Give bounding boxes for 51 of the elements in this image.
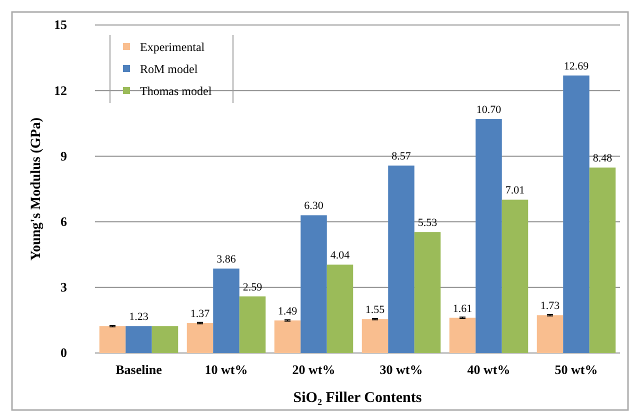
data-label: 1.55 — [365, 304, 386, 316]
data-label: 12.69 — [564, 60, 590, 73]
bar — [414, 232, 441, 353]
bar — [362, 319, 388, 353]
y-tick-label: 0 — [60, 345, 67, 360]
bar — [300, 215, 327, 353]
data-label: 1.37 — [190, 308, 210, 320]
x-tick-label: 50 wt% — [554, 362, 598, 378]
data-label: 2.59 — [242, 281, 263, 294]
legend-label: Experimental — [140, 40, 206, 54]
bar — [326, 264, 354, 353]
x-tick-label: Baseline — [116, 362, 162, 378]
data-label: 4.04 — [330, 250, 350, 262]
x-axis-title: SiO₂ Filler Contents — [293, 390, 422, 406]
bar — [388, 166, 414, 353]
bar — [536, 315, 564, 353]
x-tick-label: 10 wt% — [204, 362, 248, 378]
bar — [126, 326, 152, 353]
y-tick-label: 3 — [60, 280, 68, 295]
bar — [239, 296, 266, 353]
legend-label: Thomas model — [140, 84, 212, 98]
bar — [152, 326, 178, 353]
bar — [502, 200, 528, 353]
data-label: 6.30 — [304, 200, 324, 212]
data-label: 8.57 — [392, 150, 412, 163]
data-label: 1.49 — [278, 305, 298, 318]
data-label: 5.53 — [418, 217, 438, 230]
y-tick-label: 9 — [60, 148, 68, 164]
data-label: 10.70 — [476, 104, 502, 116]
bar — [563, 76, 590, 353]
bar — [186, 323, 214, 353]
y-tick-label: 6 — [60, 214, 68, 229]
x-tick-label: 20 wt% — [292, 362, 336, 378]
y-axis-title: Young's Modulus (GPa) — [29, 117, 44, 261]
data-label: 8.48 — [592, 152, 613, 165]
data-label: 1.73 — [540, 300, 560, 312]
data-label: 1.23 — [129, 311, 149, 324]
y-tick-label: 15 — [54, 17, 68, 32]
legend-label: RoM model — [140, 62, 198, 76]
bar — [213, 268, 240, 353]
x-tick-label: 30 wt% — [380, 362, 423, 378]
data-label: 1.61 — [452, 302, 472, 315]
bar — [449, 318, 476, 353]
data-label: 7.01 — [505, 184, 525, 197]
bar — [476, 119, 502, 353]
bar — [589, 168, 616, 353]
bar — [99, 326, 126, 353]
bar — [274, 320, 301, 353]
x-tick-label: 40 wt% — [467, 362, 510, 378]
data-label: 3.86 — [216, 254, 236, 266]
y-tick-label: 12 — [54, 82, 67, 98]
